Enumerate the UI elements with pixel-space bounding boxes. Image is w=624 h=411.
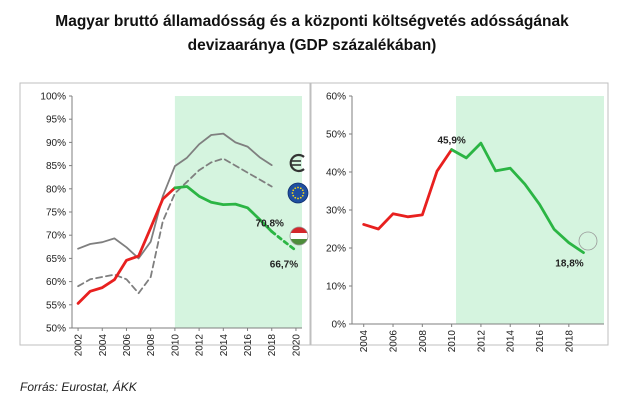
- eu-flag-star: [292, 189, 295, 192]
- left-ytick-label: 90%: [46, 138, 66, 149]
- right-xtick-label: 2010: [447, 330, 458, 353]
- left-series-eu: [77, 157, 273, 295]
- left-ytick-label: 95%: [46, 115, 66, 126]
- right-xtick-label: 2006: [389, 330, 400, 353]
- right-ytick-label: 10%: [326, 282, 346, 293]
- left-xtick-label: 2004: [98, 334, 109, 357]
- right-xtick-label: 2004: [359, 330, 370, 353]
- left-ytick-label: 70%: [46, 231, 66, 242]
- right-ytick-label: 40%: [326, 168, 346, 179]
- left-xtick-label: 2020: [291, 334, 302, 357]
- hungary-flag-icon-red-band: [290, 227, 308, 233]
- right-ytick-label: 0%: [332, 320, 347, 331]
- hungary-flag-icon-rim: [578, 231, 598, 251]
- eu-flag-icon: [287, 182, 309, 204]
- left-ytick-label: 65%: [46, 254, 66, 265]
- hungary-flag-icon-rim: [289, 226, 309, 246]
- hungary-flag-icon-white-band: [290, 233, 308, 239]
- left-xtick-label: 2014: [219, 334, 230, 357]
- euro-icon-arc: [289, 153, 305, 173]
- right-data-label: 18,8%: [555, 259, 583, 270]
- eu-flag-star: [291, 192, 294, 194]
- hungary-flag-icon-green-band: [290, 239, 308, 245]
- right-data-label: 45,9%: [437, 136, 465, 147]
- right-ytick-label: 60%: [326, 92, 346, 103]
- right-xtick-label: 2016: [535, 330, 546, 353]
- eu-flag-disc: [287, 182, 309, 204]
- left-ytick-label: 100%: [40, 92, 66, 103]
- eu-flag-star: [299, 187, 302, 190]
- left-xtick-label: 2008: [146, 334, 157, 357]
- hungary-flag-icon: [578, 231, 598, 251]
- left-ytick-label: 75%: [46, 208, 66, 219]
- eu-flag-star: [292, 194, 295, 197]
- eu-flag-star: [294, 187, 297, 190]
- left-xtick-label: 2002: [74, 334, 85, 357]
- right-ytick-label: 30%: [326, 206, 346, 217]
- hungary-flag-icon: [289, 226, 309, 246]
- left-ytick-label: 85%: [46, 161, 66, 172]
- left-xtick-label: 2010: [170, 334, 181, 357]
- left-ytick-label: 60%: [46, 277, 66, 288]
- right-ytick-label: 50%: [326, 130, 346, 141]
- euro-icon: [289, 153, 305, 173]
- eu-flag-star: [301, 189, 304, 192]
- right-shaded-region: [456, 96, 604, 324]
- right-xtick-label: 2008: [418, 330, 429, 353]
- left-shaded-region: [174, 96, 302, 328]
- left-xtick-label: 2012: [195, 334, 206, 357]
- left-xtick-label: 2016: [243, 334, 254, 357]
- right-series-fx-green: [450, 141, 585, 255]
- right-xtick-label: 2012: [476, 330, 487, 353]
- right-ytick-label: 20%: [326, 244, 346, 255]
- left-ytick-label: 80%: [46, 184, 66, 195]
- right-xtick-label: 2018: [564, 330, 575, 353]
- left-ytick-label: 55%: [46, 300, 66, 311]
- left-ytick-label: 50%: [46, 324, 66, 335]
- left-data-label: 70,8%: [256, 218, 284, 229]
- right-xtick-label: 2014: [506, 330, 517, 353]
- eu-flag-star: [297, 197, 299, 200]
- chart-title: Magyar bruttó államadósság és a központi…: [0, 10, 624, 58]
- eu-flag-star: [299, 196, 302, 199]
- left-xtick-label: 2006: [122, 334, 133, 357]
- left-data-label: 66,7%: [270, 260, 298, 271]
- source-note: Forrás: Eurostat, ÁKK: [20, 380, 137, 394]
- chart-title-line-2: devizaaránya (GDP százalékában): [187, 37, 437, 54]
- eu-flag-star: [302, 192, 305, 194]
- eu-flag-star: [297, 186, 299, 189]
- eu-flag-star: [301, 194, 304, 197]
- eu-flag-star: [294, 196, 297, 199]
- left-xtick-label: 2018: [267, 334, 278, 357]
- chart-title-line-1: Magyar bruttó államadósság és a központi…: [55, 13, 569, 30]
